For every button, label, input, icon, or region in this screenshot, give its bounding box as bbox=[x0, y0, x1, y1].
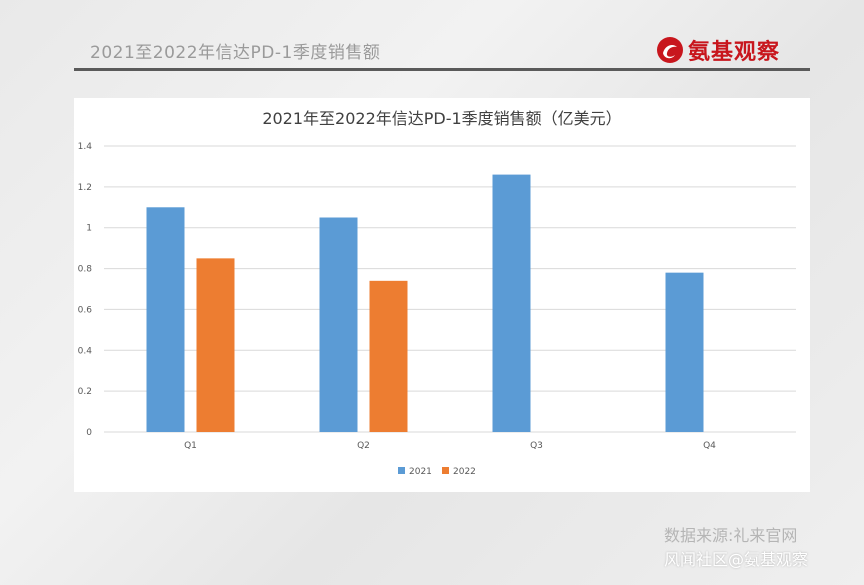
x-tick-label: Q4 bbox=[703, 441, 716, 451]
y-tick-label: 0.8 bbox=[78, 265, 93, 275]
x-tick-label: Q2 bbox=[357, 441, 370, 451]
bar-2021-q4 bbox=[665, 272, 704, 432]
swirl-logo-icon bbox=[657, 37, 683, 63]
legend-label: 2021 bbox=[409, 467, 432, 477]
y-tick-label: 1.4 bbox=[78, 142, 93, 152]
bar-2022-q2 bbox=[369, 280, 408, 432]
watermark: 风闻社区@氨基观察 bbox=[664, 550, 809, 569]
bar-2022-q1 bbox=[196, 258, 235, 432]
bar-2021-q2 bbox=[319, 217, 358, 432]
x-tick-label: Q1 bbox=[184, 441, 197, 451]
header-divider bbox=[74, 68, 810, 71]
x-tick-label: Q3 bbox=[530, 441, 543, 451]
logo-text: 氨基观察 bbox=[688, 40, 781, 65]
chart-title: 2021年至2022年信达PD-1季度销售额（亿美元） bbox=[262, 109, 621, 128]
chart-card: 2021年至2022年信达PD-1季度销售额（亿美元） 0 0.2 0.4 0.6 0.8… bbox=[74, 98, 810, 492]
y-tick-label: 0.6 bbox=[78, 305, 93, 315]
y-tick-label: 1 bbox=[86, 224, 92, 234]
legend-swatch-2021 bbox=[398, 467, 405, 474]
y-tick-label: 1.2 bbox=[78, 183, 92, 193]
bar-2021-q1 bbox=[146, 207, 185, 432]
y-tick-label: 0.2 bbox=[78, 387, 92, 397]
y-tick-label: 0.4 bbox=[78, 346, 93, 356]
bar-chart: 2021年至2022年信达PD-1季度销售额（亿美元） 0 0.2 0.4 0.6 0.8… bbox=[78, 109, 796, 477]
bar-2021-q3 bbox=[492, 174, 531, 432]
legend-swatch-2022 bbox=[442, 467, 449, 474]
slide-title: 2021至2022年信达PD-1季度销售额 bbox=[90, 43, 381, 63]
legend-label: 2022 bbox=[453, 467, 476, 477]
y-tick-label: 0 bbox=[86, 428, 92, 438]
logo: 氨基观察 bbox=[656, 34, 780, 66]
source-note: 数据来源:礼来官网 bbox=[664, 526, 798, 545]
